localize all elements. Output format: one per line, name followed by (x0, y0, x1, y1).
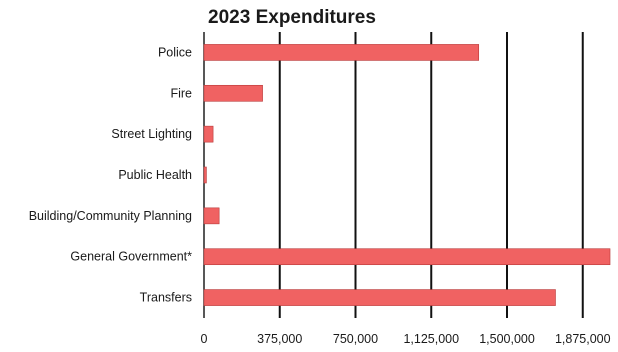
category-label: Police (158, 45, 192, 59)
grid-lines (203, 32, 584, 318)
bar (203, 84, 263, 102)
chart-title: 2023 Expenditures (208, 7, 376, 28)
x-tick-labels: 0 375,000 750,000 1,125,000 1,500,000 1,875,0… (201, 332, 611, 346)
bar (203, 166, 207, 184)
bar (203, 44, 480, 61)
category-label: Building/Community Planning (29, 209, 192, 223)
x-tick-label: 0 (201, 332, 208, 346)
category-labels: Police Fire Street Lighting Public Health Bu… (29, 45, 192, 304)
x-tick-label: 750,000 (333, 332, 378, 346)
x-tick-label: 1,125,000 (403, 332, 459, 346)
category-label: Transfers (140, 291, 192, 305)
x-tick-label: 375,000 (257, 332, 302, 346)
category-label: General Government* (70, 250, 192, 264)
category-label: Fire (170, 86, 192, 100)
category-label: Street Lighting (111, 127, 192, 141)
bars (203, 44, 611, 306)
bar (203, 289, 556, 306)
bar (203, 125, 214, 143)
x-tick-label: 1,500,000 (479, 332, 535, 346)
category-label: Public Health (118, 168, 192, 182)
bar (203, 248, 611, 266)
bar (203, 207, 220, 225)
x-tick-label: 1,875,000 (555, 332, 611, 346)
